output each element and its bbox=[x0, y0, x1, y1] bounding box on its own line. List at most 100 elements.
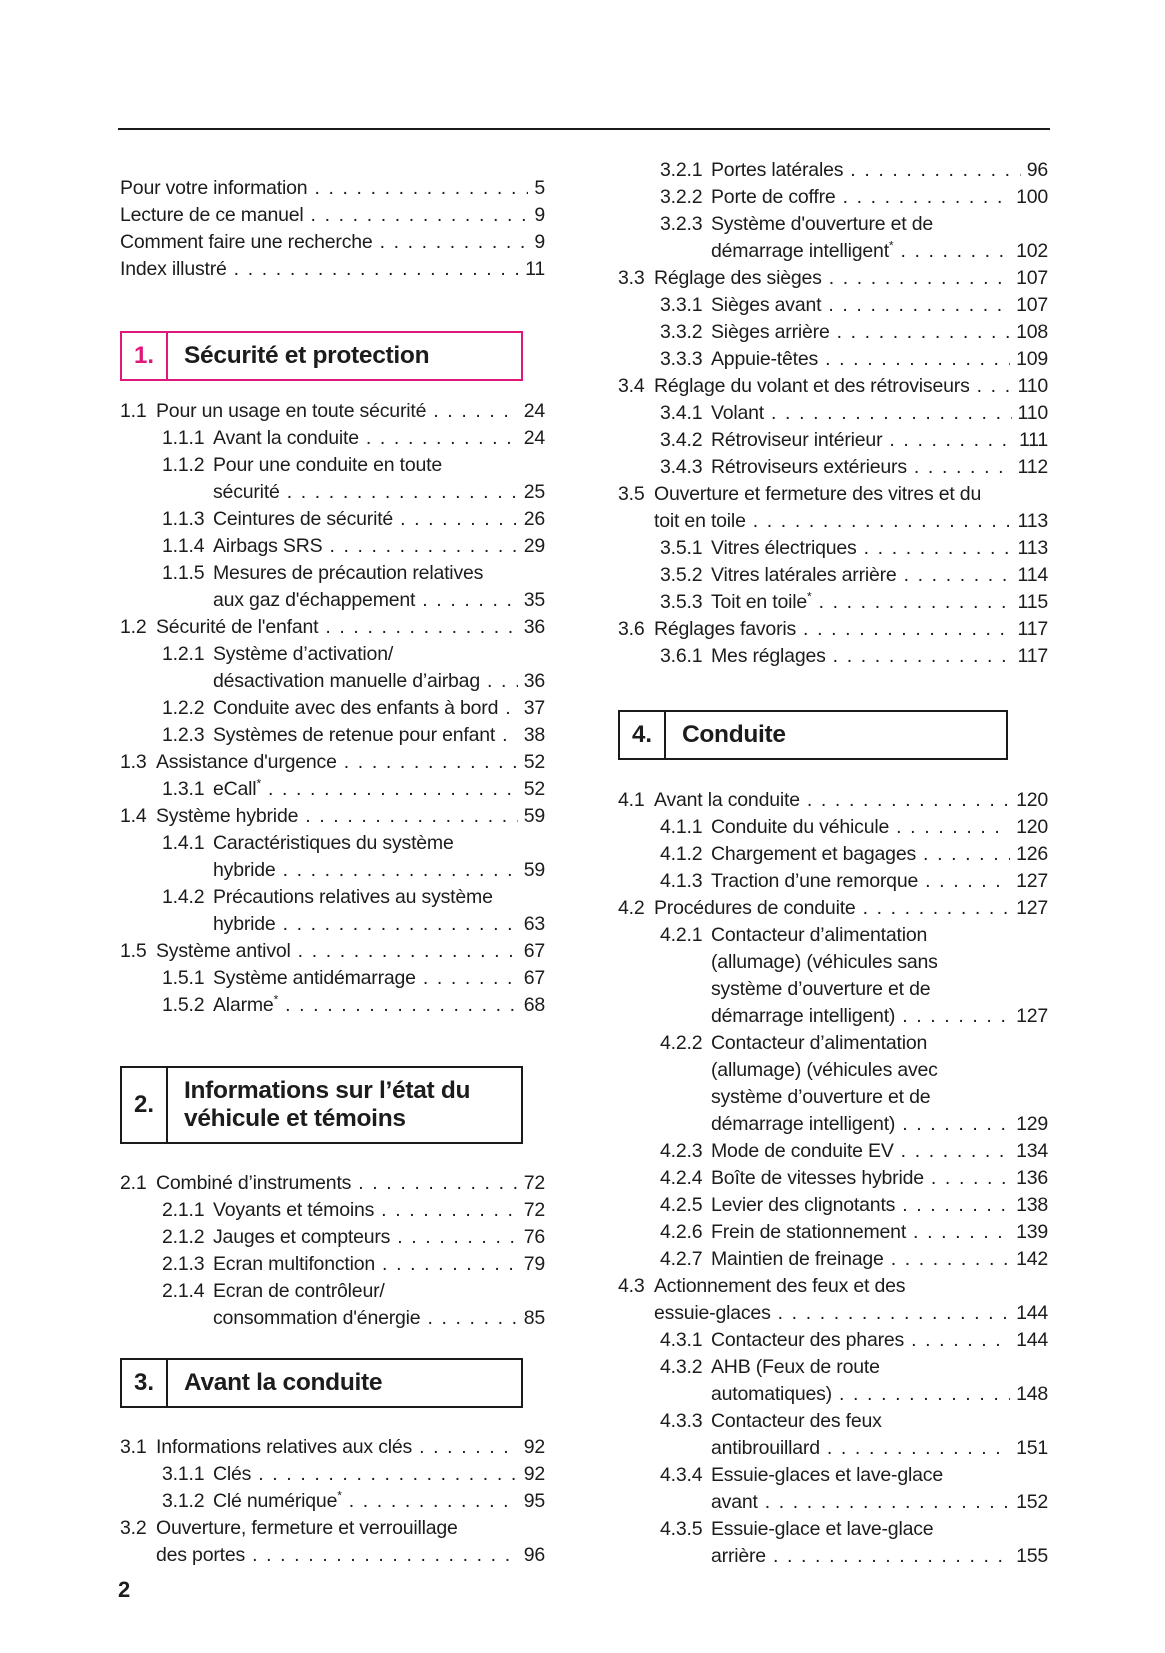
entry-title: Porte de coffre bbox=[711, 186, 836, 208]
entry-title: hybride bbox=[213, 913, 276, 935]
entry-title: aux gaz d'échappement bbox=[213, 589, 416, 611]
page-ref: 107 bbox=[1016, 294, 1048, 316]
entry-number: 4.3.5 bbox=[660, 1518, 703, 1540]
chapter-3-entries-right: 3.2.1 Portes latérales . . . . . . . . . .… bbox=[618, 157, 1048, 670]
dot-leader: . . . . . . . . . . . . . . . . . . . . … bbox=[422, 589, 517, 611]
entry-title: Pour votre information bbox=[120, 177, 308, 199]
dot-leader: . . . . . . . . . . . . . . . . . . . . … bbox=[976, 375, 1012, 397]
dot-leader: . . . . . . . . . . . . . . . . . . . . … bbox=[343, 751, 518, 773]
entry-title: des portes bbox=[156, 1544, 246, 1566]
toc-entry: 3.1 Informations relatives aux clés . . . … bbox=[120, 1434, 545, 1461]
chapter-title: Conduite bbox=[682, 721, 786, 748]
dot-leader: . . . . . . . . . . . . . . . . . . . . … bbox=[365, 427, 518, 449]
page-ref: 38 bbox=[523, 724, 545, 746]
entry-title: Sièges arrière bbox=[711, 321, 830, 343]
column-right: 3.2.1 Portes latérales . . . . . . . . . .… bbox=[618, 131, 1048, 1570]
page-ref: 127 bbox=[1016, 870, 1048, 892]
chapter-box: 3. Avant la conduite bbox=[120, 1358, 523, 1408]
entry-number: 1.1 bbox=[120, 400, 147, 422]
entry-title: Sièges avant bbox=[711, 294, 822, 316]
entry-title: sécurité bbox=[213, 481, 280, 503]
entry-title: Rétroviseurs extérieurs bbox=[711, 456, 907, 478]
dot-leader: . . . . . . . . . . . . . . . . . . . . … bbox=[803, 618, 1011, 640]
toc-entry: 2.1.1 Voyants et témoins . . . . . . . . .… bbox=[162, 1197, 545, 1224]
page-ref: 155 bbox=[1016, 1545, 1048, 1567]
entry-title: Lecture de ce manuel bbox=[120, 204, 304, 226]
chapter-number: 2. bbox=[122, 1068, 168, 1142]
chapter-number: 4. bbox=[620, 712, 666, 758]
entry-number: 4.2.6 bbox=[660, 1221, 703, 1243]
entry-title: Index illustré bbox=[120, 258, 227, 280]
entry-title: Assistance d'urgence bbox=[156, 751, 337, 773]
dot-leader: . . . . . . . . . . . . . . . . . . . . … bbox=[752, 510, 1012, 532]
page-ref: 117 bbox=[1017, 618, 1049, 640]
toc-entry: 1.2 Sécurité de l'enfant . . . . . . . . .… bbox=[120, 614, 545, 641]
toc-entry: 1.4 Système hybride . . . . . . . . . . . … bbox=[120, 803, 545, 830]
entry-number: 1.1.5 bbox=[162, 562, 205, 584]
entry-title: Système antivol bbox=[156, 940, 291, 962]
chapter-box: 4. Conduite bbox=[618, 710, 1008, 760]
entry-number: 2.1 bbox=[120, 1172, 147, 1194]
page-ref: 24 bbox=[523, 400, 545, 422]
entry-title: Levier des clignotants bbox=[711, 1194, 896, 1216]
entry-title: Mes réglages bbox=[711, 645, 826, 667]
entry-title: système d’ouverture et de bbox=[711, 978, 931, 1000]
page-ref: 96 bbox=[523, 1544, 545, 1566]
dot-leader: . . . . . . . . . . . . . . . . . . . . … bbox=[329, 535, 517, 557]
toc-entry: 3.3.3 Appuie-têtes . . . . . . . . . . . .… bbox=[660, 346, 1048, 373]
entry-number: 1.2.2 bbox=[162, 697, 205, 719]
toc-entry: 3.3 Réglage des sièges . . . . . . . . . .… bbox=[618, 265, 1048, 292]
asterisk-footnote-marker: * bbox=[273, 992, 279, 1007]
toc-entry: 1.1.1 Avant la conduite . . . . . . . . . … bbox=[162, 425, 545, 452]
dot-leader: . . . . . . . . . . . . . . . . . . . . … bbox=[825, 348, 1010, 370]
page-ref: 144 bbox=[1016, 1302, 1048, 1324]
entry-title: Comment faire une recherche bbox=[120, 231, 373, 253]
dot-leader: . . . . . . . . . . . . . . . . . . . . … bbox=[314, 177, 528, 199]
entry-number: 3.3.1 bbox=[660, 294, 703, 316]
entry-number: 1.1.1 bbox=[162, 427, 205, 449]
entry-number: 3.1 bbox=[120, 1436, 147, 1458]
entry-title: Ecran de contrôleur/ bbox=[213, 1280, 385, 1302]
entry-title: Pour un usage en toute sécurité bbox=[156, 400, 427, 422]
toc-entry: 4.1.1 Conduite du véhicule . . . . . . . .… bbox=[660, 814, 1048, 841]
dot-leader: . . . . . . . . . . . . . . . . . . . . … bbox=[850, 159, 1020, 181]
page-ref: 37 bbox=[523, 697, 545, 719]
entry-number: 3.5.1 bbox=[660, 537, 703, 559]
toc-entry: Pour votre information . . . . . . . . . … bbox=[120, 175, 545, 202]
dot-leader: . . . . . . . . . . . . . . . . . . . . … bbox=[282, 859, 518, 881]
entry-number: 2.1.1 bbox=[162, 1199, 205, 1221]
entry-number: 4.3 bbox=[618, 1275, 645, 1297]
page-ref: 127 bbox=[1016, 897, 1048, 919]
toc-entry: Lecture de ce manuel . . . . . . . . . . … bbox=[120, 202, 545, 229]
toc-entry: 3.3.1 Sièges avant . . . . . . . . . . . .… bbox=[660, 292, 1048, 319]
entry-number: 1.2 bbox=[120, 616, 147, 638]
entry-title: Traction d’une remorque bbox=[711, 870, 919, 892]
page-ref: 59 bbox=[523, 859, 545, 881]
page-ref: 148 bbox=[1016, 1383, 1048, 1405]
page-ref: 36 bbox=[523, 616, 545, 638]
entry-title: Caractéristiques du système bbox=[213, 832, 454, 854]
entry-title: consommation d'énergie bbox=[213, 1307, 421, 1329]
entry-number: 4.2.5 bbox=[660, 1194, 703, 1216]
entry-title: arrière bbox=[711, 1545, 766, 1567]
page-ref: 142 bbox=[1016, 1248, 1048, 1270]
entry-number: 4.2.7 bbox=[660, 1248, 703, 1270]
column-left: Pour votre information . . . . . . . . . … bbox=[120, 131, 545, 1570]
dot-leader: . . . . . . . . . . . . . . . . . . . . … bbox=[923, 843, 1010, 865]
entry-title: (allumage) (véhicules avec bbox=[711, 1059, 938, 1081]
entry-number: 1.2.3 bbox=[162, 724, 205, 746]
entry-number: 3.2 bbox=[120, 1517, 147, 1539]
page-ref: 110 bbox=[1017, 375, 1049, 397]
page-ref: 24 bbox=[523, 427, 545, 449]
page-ref: 113 bbox=[1017, 537, 1049, 559]
toc-entry: 3.1.1 Clés . . . . . . . . . . . . . . . .… bbox=[162, 1461, 545, 1488]
dot-leader: . . . . . . . . . . . . . . . . . . . . … bbox=[903, 564, 1012, 586]
toc-entry: 3.4.3 Rétroviseurs extérieurs . . . . . . … bbox=[660, 454, 1048, 481]
entry-title: eCall* bbox=[213, 776, 261, 800]
entry-title: Volant bbox=[711, 402, 765, 424]
page-ref: 92 bbox=[523, 1436, 545, 1458]
dot-leader: . . . . . . . . . . . . . . . . . . . . … bbox=[379, 231, 529, 253]
dot-leader: . . . . . . . . . . . . . . . . . . . . … bbox=[433, 400, 517, 422]
entry-title: Procédures de conduite bbox=[654, 897, 856, 919]
entry-number: 4.3.3 bbox=[660, 1410, 703, 1432]
